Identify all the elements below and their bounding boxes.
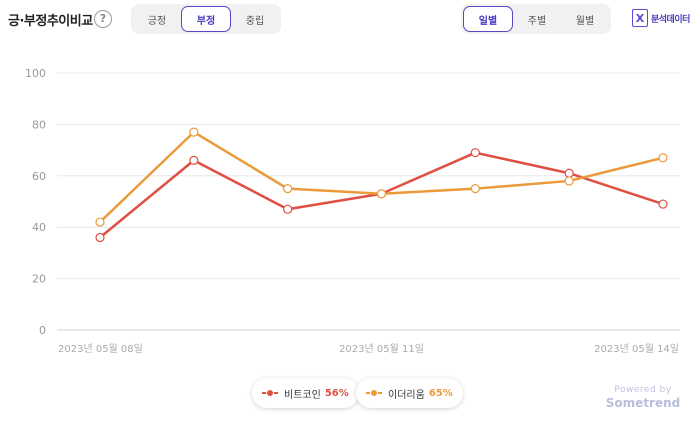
tab-daily[interactable]: 일별 (463, 6, 513, 32)
analysis-data-label: 분석데이터 (651, 14, 690, 25)
y-tick-label: 0 (39, 324, 46, 337)
data-point-series-0[interactable] (658, 199, 668, 209)
period-toggle: 일별 주별 월별 (461, 4, 611, 34)
y-tick-label: 60 (32, 170, 46, 183)
tab-monthly[interactable]: 월별 (575, 15, 595, 27)
data-point-series-1[interactable] (95, 217, 105, 227)
data-point-series-0[interactable] (283, 204, 293, 214)
powered-by-logo: Powered by Sometrend (598, 385, 688, 410)
legend-percent-ethereum: 65% (428, 387, 453, 399)
data-point-series-1[interactable] (376, 189, 387, 199)
legend-name-bitcoin: 비트코인 (284, 389, 321, 401)
data-point-series-1[interactable] (470, 184, 480, 194)
legend-marker-bitcoin (262, 388, 278, 398)
data-point-series-0[interactable] (470, 148, 480, 158)
tab-negative[interactable]: 부정 (181, 6, 231, 32)
y-tick-label: 40 (32, 221, 46, 234)
help-icon[interactable]: ? (94, 10, 112, 28)
data-point-series-0[interactable] (189, 155, 199, 165)
data-point-series-0[interactable] (564, 168, 574, 178)
legend-item-ethereum[interactable]: 이더리움 65% (356, 378, 463, 408)
analysis-data-button[interactable]: X 분석데이터 (632, 9, 690, 27)
x-tick-label: 2023년 05월 14일 (594, 343, 679, 355)
legend-percent-bitcoin: 56% (324, 387, 349, 399)
data-point-series-1[interactable] (189, 127, 199, 137)
tab-neutral[interactable]: 중립 (245, 15, 265, 27)
data-point-series-1[interactable] (658, 153, 668, 163)
excel-icon: X (632, 9, 648, 27)
y-tick-label: 20 (32, 273, 46, 286)
data-point-series-1[interactable] (564, 176, 574, 186)
x-tick-label: 2023년 05월 11일 (339, 343, 424, 355)
data-point-series-1[interactable] (283, 184, 293, 194)
tab-weekly[interactable]: 주별 (527, 15, 547, 27)
powered-by-text: Powered by (614, 385, 672, 395)
x-tick-label: 2023년 05월 08일 (58, 343, 143, 355)
legend-marker-ethereum (366, 388, 382, 398)
legend-item-bitcoin[interactable]: 비트코인 56% (252, 378, 359, 408)
data-point-series-0[interactable] (95, 232, 105, 243)
tab-positive[interactable]: 긍정 (147, 15, 167, 27)
y-tick-label: 80 (32, 118, 46, 131)
legend-name-ethereum: 이더리움 (388, 389, 425, 401)
sentiment-toggle: 긍정 부정 중립 (131, 4, 281, 34)
y-tick-label: 100 (25, 67, 46, 80)
brand-logo-text: Sometrend (605, 396, 681, 410)
chart-title: 긍·부정추이비교 (8, 14, 93, 29)
